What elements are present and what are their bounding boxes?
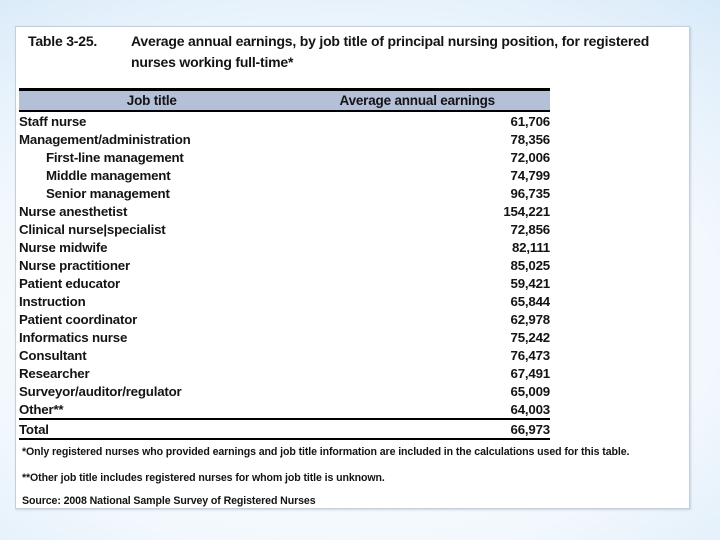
job-title-cell: Middle management	[46, 167, 171, 183]
table-row: Management/administration 78,356	[19, 130, 550, 148]
earnings-cell: 64,003	[510, 401, 550, 417]
table-row: Staff nurse 61,706	[19, 111, 550, 130]
table-row: Patient coordinator 62,978	[19, 310, 550, 328]
table-row: Nurse midwife 82,111	[19, 238, 550, 256]
table-row: Researcher 67,491	[19, 364, 550, 382]
earnings-cell: 82,111	[511, 239, 550, 255]
job-title-cell: Patient educator	[19, 275, 120, 291]
earnings-cell: 65,844	[510, 293, 550, 309]
job-title-cell: First-line management	[46, 149, 184, 165]
earnings-cell: 74,799	[510, 167, 550, 183]
table-row: Patient educator 59,421	[19, 274, 550, 292]
job-title-cell: Instruction	[19, 293, 86, 309]
table-row: Senior management 96,735	[19, 184, 550, 202]
total-label: Total	[19, 421, 49, 437]
table-row: Clinical nurse|specialist 72,856	[19, 220, 550, 238]
earnings-cell: 75,242	[510, 329, 550, 345]
table-row: Surveyor/auditor/regulator 65,009	[19, 382, 550, 400]
table-row: Nurse anesthetist 154,221	[19, 202, 550, 220]
table-row: Other** 64,003	[19, 400, 550, 419]
table-row: Nurse practitioner 85,025	[19, 256, 550, 274]
earnings-cell: 85,025	[510, 257, 550, 273]
table-row: First-line management 72,006	[19, 148, 550, 166]
earnings-cell: 154,221	[503, 203, 550, 219]
job-title-cell: Nurse practitioner	[19, 257, 130, 273]
job-title-cell: Consultant	[19, 347, 87, 363]
table-title: Table 3-25. Average annual earnings, by …	[28, 31, 683, 73]
job-title-cell: Clinical nurse|specialist	[19, 221, 166, 237]
job-title-cell: Surveyor/auditor/regulator	[19, 383, 182, 399]
earnings-cell: 72,006	[510, 149, 550, 165]
table-row: Middle management 74,799	[19, 166, 550, 184]
footnote-2: **Other job title includes registered nu…	[22, 472, 385, 485]
source-note: Source: 2008 National Sample Survey of R…	[22, 495, 316, 508]
column-header-job-title: Job title	[19, 89, 285, 112]
earnings-cell: 62,978	[510, 311, 550, 327]
total-row: Total 66,973	[19, 419, 550, 439]
job-title-cell: Management/administration	[19, 131, 191, 147]
table-row: Instruction 65,844	[19, 292, 550, 310]
table-header-row: Job title Average annual earnings	[19, 89, 550, 112]
earnings-cell: 78,356	[510, 131, 550, 147]
table-caption: Average annual earnings, by job title of…	[131, 33, 650, 70]
job-title-cell: Nurse midwife	[19, 239, 108, 255]
column-header-earnings: Average annual earnings	[284, 89, 550, 112]
job-title-cell: Researcher	[19, 365, 90, 381]
earnings-table: Job title Average annual earnings Staff …	[19, 88, 550, 440]
job-title-cell: Other**	[19, 401, 64, 417]
earnings-cell: 96,735	[510, 185, 550, 201]
job-title-cell: Senior management	[46, 185, 170, 201]
earnings-cell: 61,706	[510, 113, 550, 129]
job-title-cell: Informatics nurse	[19, 329, 128, 345]
earnings-cell: 72,856	[510, 221, 550, 237]
footnotes: *Only registered nurses who provided ear…	[22, 446, 629, 508]
content-panel: Table 3-25. Average annual earnings, by …	[15, 26, 690, 509]
footnote-1: *Only registered nurses who provided ear…	[22, 446, 630, 458]
table-row: Consultant 76,473	[19, 346, 550, 364]
job-title-cell: Patient coordinator	[19, 311, 138, 327]
table-row: Informatics nurse 75,242	[19, 328, 550, 346]
earnings-cell: 76,473	[510, 347, 550, 363]
total-value: 66,973	[510, 421, 550, 437]
job-title-cell: Nurse anesthetist	[19, 203, 128, 219]
job-title-cell: Staff nurse	[19, 113, 87, 129]
earnings-cell: 59,421	[510, 275, 550, 291]
earnings-cell: 67,491	[510, 365, 550, 381]
table-number: Table 3-25.	[28, 33, 98, 49]
earnings-cell: 65,009	[510, 383, 550, 399]
